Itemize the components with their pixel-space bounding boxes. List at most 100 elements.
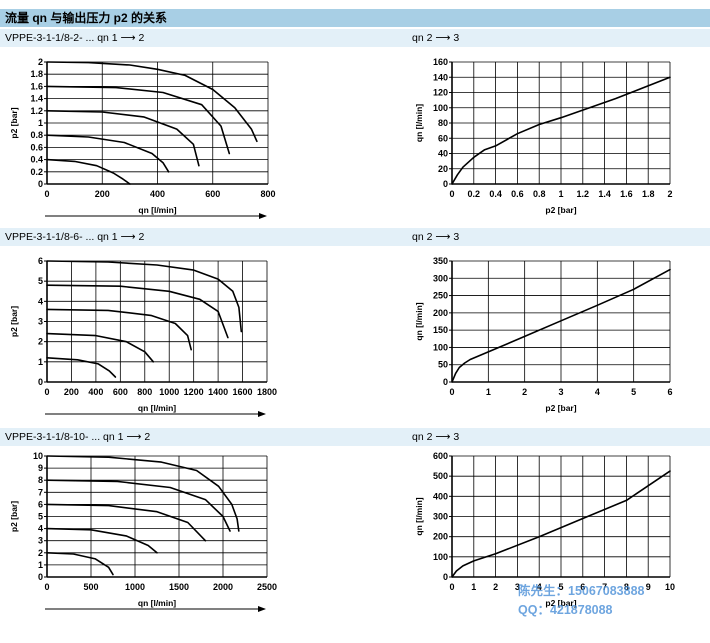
section-left-label: VPPE-3-1-1/8-2- ... qn 1 ⟶ 2 (5, 32, 145, 44)
y-tick-label: 100 (433, 103, 448, 113)
y-tick-label: 0 (443, 377, 448, 387)
section-right-label: qn 2 ⟶ 3 (412, 431, 460, 443)
y-tick-label: 500 (433, 471, 448, 481)
y-tick-label: 50 (438, 360, 448, 370)
y-tick-label: 1.6 (30, 81, 43, 91)
x-tick-label: 2 (493, 582, 498, 592)
watermark-qq-line: QQ：421878088 (518, 603, 613, 617)
x-tick-label: 6 (667, 387, 672, 397)
y-tick-label: 0 (443, 179, 448, 189)
contact-watermark: 陈先生：15067083888 QQ：421878088 (518, 582, 698, 620)
x-tick-label: 200 (64, 387, 79, 397)
section-header-1: VPPE-3-1-1/8-2- ... qn 1 ⟶ 2 qn 2 ⟶ 3 (0, 29, 710, 47)
section-header-2: VPPE-3-1-1/8-6- ... qn 1 ⟶ 2 qn 2 ⟶ 3 (0, 228, 710, 246)
series-line (46, 61, 258, 143)
series-line (451, 470, 671, 578)
y-axis-label: p2 [bar] (9, 107, 19, 138)
x-tick-label: 600 (205, 189, 220, 199)
y-tick-label: 60 (438, 133, 448, 143)
x-tick-label: 10 (665, 582, 675, 592)
y-tick-label: 2 (38, 548, 43, 558)
y-tick-label: 5 (38, 276, 43, 286)
y-tick-label: 100 (433, 552, 448, 562)
x-tick-label: 1000 (125, 582, 145, 592)
x-tick-label: 1000 (159, 387, 179, 397)
y-tick-label: 600 (433, 451, 448, 461)
y-tick-label: 100 (433, 342, 448, 352)
x-tick-label: 400 (150, 189, 165, 199)
x-tick-label: 2000 (213, 582, 233, 592)
section-header-3: VPPE-3-1-1/8-10- ... qn 1 ⟶ 2 qn 2 ⟶ 3 (0, 428, 710, 446)
x-tick-label: 3 (515, 582, 520, 592)
y-tick-label: 10 (33, 451, 43, 461)
series-line (46, 110, 200, 167)
x-tick-label: 1200 (184, 387, 204, 397)
chart-c: 0 200 400 600 800 1000 1200 1400 1600 1800 0 1 2 3 4 5 6… (9, 256, 277, 417)
y-tick-label: 4 (38, 524, 43, 534)
y-tick-label: 3 (38, 536, 43, 546)
y-tick-label: 20 (438, 164, 448, 174)
section-right-label: qn 2 ⟶ 3 (412, 231, 460, 243)
page-header: 流量 qn 与输出压力 p2 的关系 (0, 9, 710, 27)
x-tick-label: 0 (449, 387, 454, 397)
x-tick-label: 5 (558, 582, 563, 592)
series-line (46, 158, 131, 185)
series-line (46, 479, 231, 532)
y-axis-label: qn [l/min] (414, 104, 424, 142)
y-tick-label: 4 (38, 296, 43, 306)
x-tick-label: 1500 (169, 582, 189, 592)
y-tick-label: 40 (438, 149, 448, 159)
x-tick-label: 0.8 (533, 189, 546, 199)
x-axis-label: p2 [bar] (545, 205, 576, 215)
y-axis-label: qn [l/min] (414, 302, 424, 340)
x-tick-label: 1 (558, 189, 563, 199)
y-tick-label: 0 (38, 179, 43, 189)
x-tick-label: 800 (137, 387, 152, 397)
y-tick-label: 0 (443, 572, 448, 582)
watermark-name-line: 陈先生：15067083888 (518, 584, 645, 598)
y-tick-label: 200 (433, 532, 448, 542)
x-tick-label: 1800 (257, 387, 277, 397)
x-tick-label: 1.4 (598, 189, 611, 199)
y-tick-label: 1.8 (30, 69, 43, 79)
x-tick-label: 500 (83, 582, 98, 592)
series-line (46, 527, 158, 554)
chart-e: 0 500 1000 1500 2000 2500 0 1 2 3 4 5 6 7 8 9 10 qn [l/mi… (9, 451, 277, 612)
y-tick-label: 0.8 (30, 130, 43, 140)
x-tick-label: 200 (95, 189, 110, 199)
x-tick-label: 0 (449, 189, 454, 199)
x-tick-label: 5 (631, 387, 636, 397)
x-tick-label: 1 (471, 582, 476, 592)
x-tick-label: 0.2 (468, 189, 481, 199)
y-tick-label: 150 (433, 325, 448, 335)
x-tick-label: 1400 (208, 387, 228, 397)
y-tick-label: 0.6 (30, 142, 43, 152)
y-tick-label: 300 (433, 512, 448, 522)
y-tick-label: 7 (38, 487, 43, 497)
x-tick-label: 0 (44, 387, 49, 397)
y-axis-label: p2 [bar] (9, 306, 19, 337)
y-tick-label: 1 (38, 118, 43, 128)
x-tick-label: 1600 (233, 387, 253, 397)
y-tick-label: 120 (433, 88, 448, 98)
x-axis-label: qn [l/min] (138, 205, 176, 215)
y-tick-label: 350 (433, 256, 448, 266)
x-tick-label: 600 (113, 387, 128, 397)
y-tick-label: 1 (38, 560, 43, 570)
y-tick-label: 3 (38, 317, 43, 327)
x-tick-label: 0 (44, 189, 49, 199)
x-tick-label: 1 (486, 387, 491, 397)
chart-a: 0 200 400 600 800 0 0.2 0.4 0.6 0.8 1 1.2 1.4 1.6 1.8 2… (9, 57, 276, 219)
y-tick-label: 400 (433, 491, 448, 501)
series-line (46, 455, 240, 532)
y-tick-label: 0.2 (30, 167, 43, 177)
y-tick-label: 0 (38, 572, 43, 582)
section-left-label: VPPE-3-1-1/8-6- ... qn 1 ⟶ 2 (5, 231, 145, 243)
x-tick-label: 0.4 (489, 189, 502, 199)
y-tick-label: 300 (433, 273, 448, 283)
x-tick-label: 3 (558, 387, 563, 397)
series-line (46, 308, 192, 351)
y-tick-label: 8 (38, 475, 43, 485)
x-tick-label: 4 (595, 387, 600, 397)
